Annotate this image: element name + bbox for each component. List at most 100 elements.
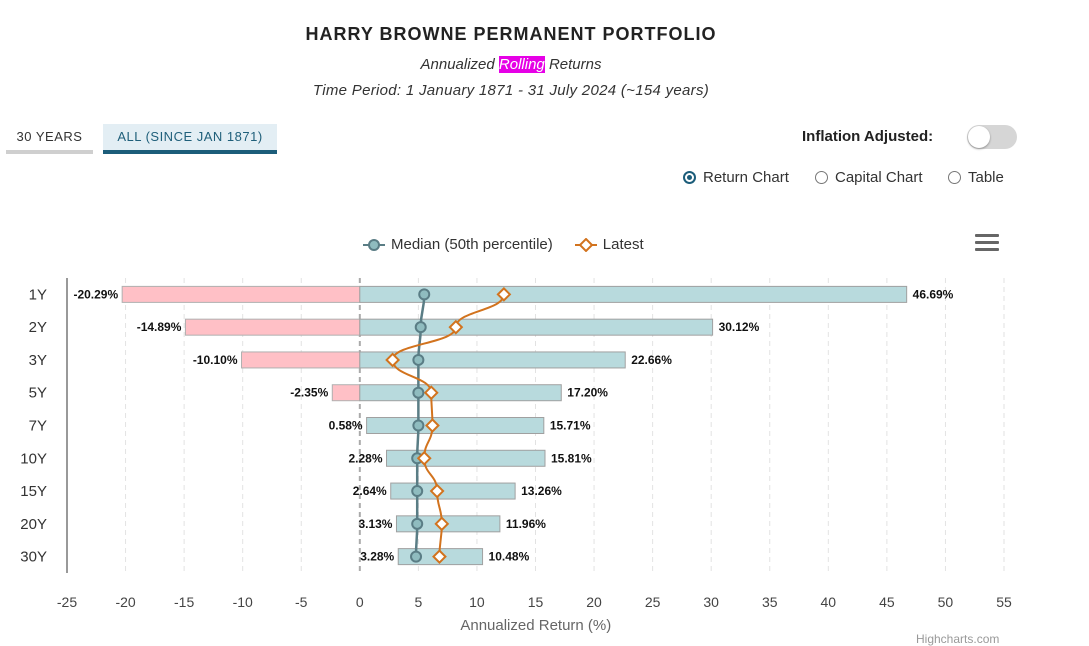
radio-return-chart[interactable]: Return Chart xyxy=(683,169,789,186)
subtitle-suffix: Returns xyxy=(544,56,602,73)
max-data-label: 22.66% xyxy=(631,353,672,367)
highcharts-credits[interactable]: Highcharts.com xyxy=(916,632,1000,646)
max-data-label: 15.81% xyxy=(551,451,592,465)
min-data-label: 2.28% xyxy=(348,451,382,465)
median-marker-icon xyxy=(363,238,385,251)
min-data-label: -2.35% xyxy=(290,386,328,400)
median-point xyxy=(414,321,427,334)
x-axis-title: Annualized Return (%) xyxy=(460,617,611,634)
radio-selected-icon xyxy=(683,171,696,184)
latest-point xyxy=(432,549,447,565)
subtitle-prefix: Annualized xyxy=(420,56,499,73)
median-point xyxy=(412,419,425,432)
latest-point xyxy=(425,418,440,433)
x-tick-label: 10 xyxy=(469,594,485,610)
legend-item-median[interactable]: Median (50th percentile) xyxy=(363,236,553,253)
chart-legend: Median (50th percentile) Latest xyxy=(363,236,666,253)
min-data-label: 3.28% xyxy=(360,550,394,564)
range-bar-positive xyxy=(359,285,908,303)
y-category-label: 1Y xyxy=(29,286,47,303)
max-data-label: 17.20% xyxy=(567,386,608,400)
hamburger-icon-bar xyxy=(975,248,999,251)
range-bar-negative xyxy=(121,285,361,303)
range-bar-negative xyxy=(331,384,361,402)
radio-label: Table xyxy=(968,169,1004,186)
subtitle-highlight: Rolling xyxy=(498,56,545,73)
x-tick-label: 55 xyxy=(996,594,1012,610)
latest-point xyxy=(448,319,464,335)
x-tick-label: 5 xyxy=(414,594,422,610)
radio-table[interactable]: Table xyxy=(948,169,1004,186)
x-tick-label: 15 xyxy=(528,594,544,610)
min-data-label: -14.89% xyxy=(137,320,182,334)
x-tick-label: 40 xyxy=(821,594,837,610)
radio-unselected-icon xyxy=(948,171,961,184)
latest-point xyxy=(385,352,401,368)
min-data-label: 3.13% xyxy=(358,517,392,531)
range-bar-positive xyxy=(359,318,714,336)
y-category-label: 3Y xyxy=(29,352,47,369)
x-tick-label: 0 xyxy=(356,594,364,610)
chart-title: HARRY BROWNE PERMANENT PORTFOLIO xyxy=(305,24,717,44)
y-category-label: 2Y xyxy=(29,319,47,336)
range-bar-positive xyxy=(386,449,546,467)
x-tick-label: 25 xyxy=(645,594,661,610)
latest-point xyxy=(429,483,445,499)
latest-marker-icon xyxy=(574,237,597,252)
inflation-adjusted-toggle[interactable] xyxy=(967,125,1017,149)
chart-subtitle: Annualized Rolling Returns xyxy=(0,56,1022,73)
legend-label-latest: Latest xyxy=(602,236,644,253)
min-data-label: -20.29% xyxy=(73,287,118,301)
latest-point xyxy=(416,450,432,466)
median-point xyxy=(412,386,425,399)
x-tick-label: 45 xyxy=(879,594,895,610)
range-bar-positive xyxy=(366,417,545,434)
legend-label-median: Median (50th percentile) xyxy=(391,236,553,253)
min-data-label: -10.10% xyxy=(193,353,238,367)
max-data-label: 10.48% xyxy=(489,550,530,564)
max-data-label: 30.12% xyxy=(719,320,760,334)
range-bar-negative xyxy=(184,318,361,336)
chart-menu-button[interactable] xyxy=(975,234,999,254)
max-data-label: 46.69% xyxy=(913,287,954,301)
median-point xyxy=(412,353,425,366)
median-point xyxy=(418,288,431,301)
median-point xyxy=(411,517,424,530)
legend-item-latest[interactable]: Latest xyxy=(574,236,644,253)
min-data-label: 0.58% xyxy=(329,419,363,433)
median-point xyxy=(410,550,423,563)
radio-unselected-icon xyxy=(815,171,828,184)
x-tick-label: -5 xyxy=(295,594,308,610)
x-tick-label: 35 xyxy=(762,594,778,610)
tab-30-years[interactable]: 30 YEARS xyxy=(6,124,93,154)
y-category-label: 15Y xyxy=(20,483,47,500)
max-data-label: 15.71% xyxy=(550,419,591,433)
latest-point xyxy=(434,516,450,532)
time-period: Time Period: 1 January 1871 - 31 July 20… xyxy=(312,82,710,99)
radio-capital-chart[interactable]: Capital Chart xyxy=(815,169,923,186)
x-tick-label: 20 xyxy=(586,594,602,610)
x-tick-label: 50 xyxy=(938,594,954,610)
max-data-label: 11.96% xyxy=(506,517,546,531)
max-data-label: 13.26% xyxy=(521,484,562,498)
latest-point xyxy=(423,385,439,401)
hamburger-icon-bar xyxy=(975,234,999,237)
y-category-label: 20Y xyxy=(20,516,47,533)
x-tick-label: -20 xyxy=(115,594,135,610)
radio-label: Capital Chart xyxy=(835,169,923,186)
toggle-knob xyxy=(968,126,990,148)
hamburger-icon-bar xyxy=(975,241,999,244)
tab-all-since-1871[interactable]: ALL (SINCE JAN 1871) xyxy=(103,124,277,154)
y-category-label: 30Y xyxy=(20,549,47,566)
min-data-label: 2.64% xyxy=(353,484,387,498)
range-bar-positive xyxy=(390,482,516,500)
inflation-adjusted-label: Inflation Adjusted: xyxy=(802,128,934,145)
range-bar-positive xyxy=(359,351,626,369)
x-tick-label: -15 xyxy=(174,594,194,610)
x-tick-label: 30 xyxy=(703,594,719,610)
radio-label: Return Chart xyxy=(703,169,789,186)
range-bar-negative xyxy=(241,351,361,369)
latest-point xyxy=(496,286,512,302)
x-tick-label: -10 xyxy=(233,594,253,610)
